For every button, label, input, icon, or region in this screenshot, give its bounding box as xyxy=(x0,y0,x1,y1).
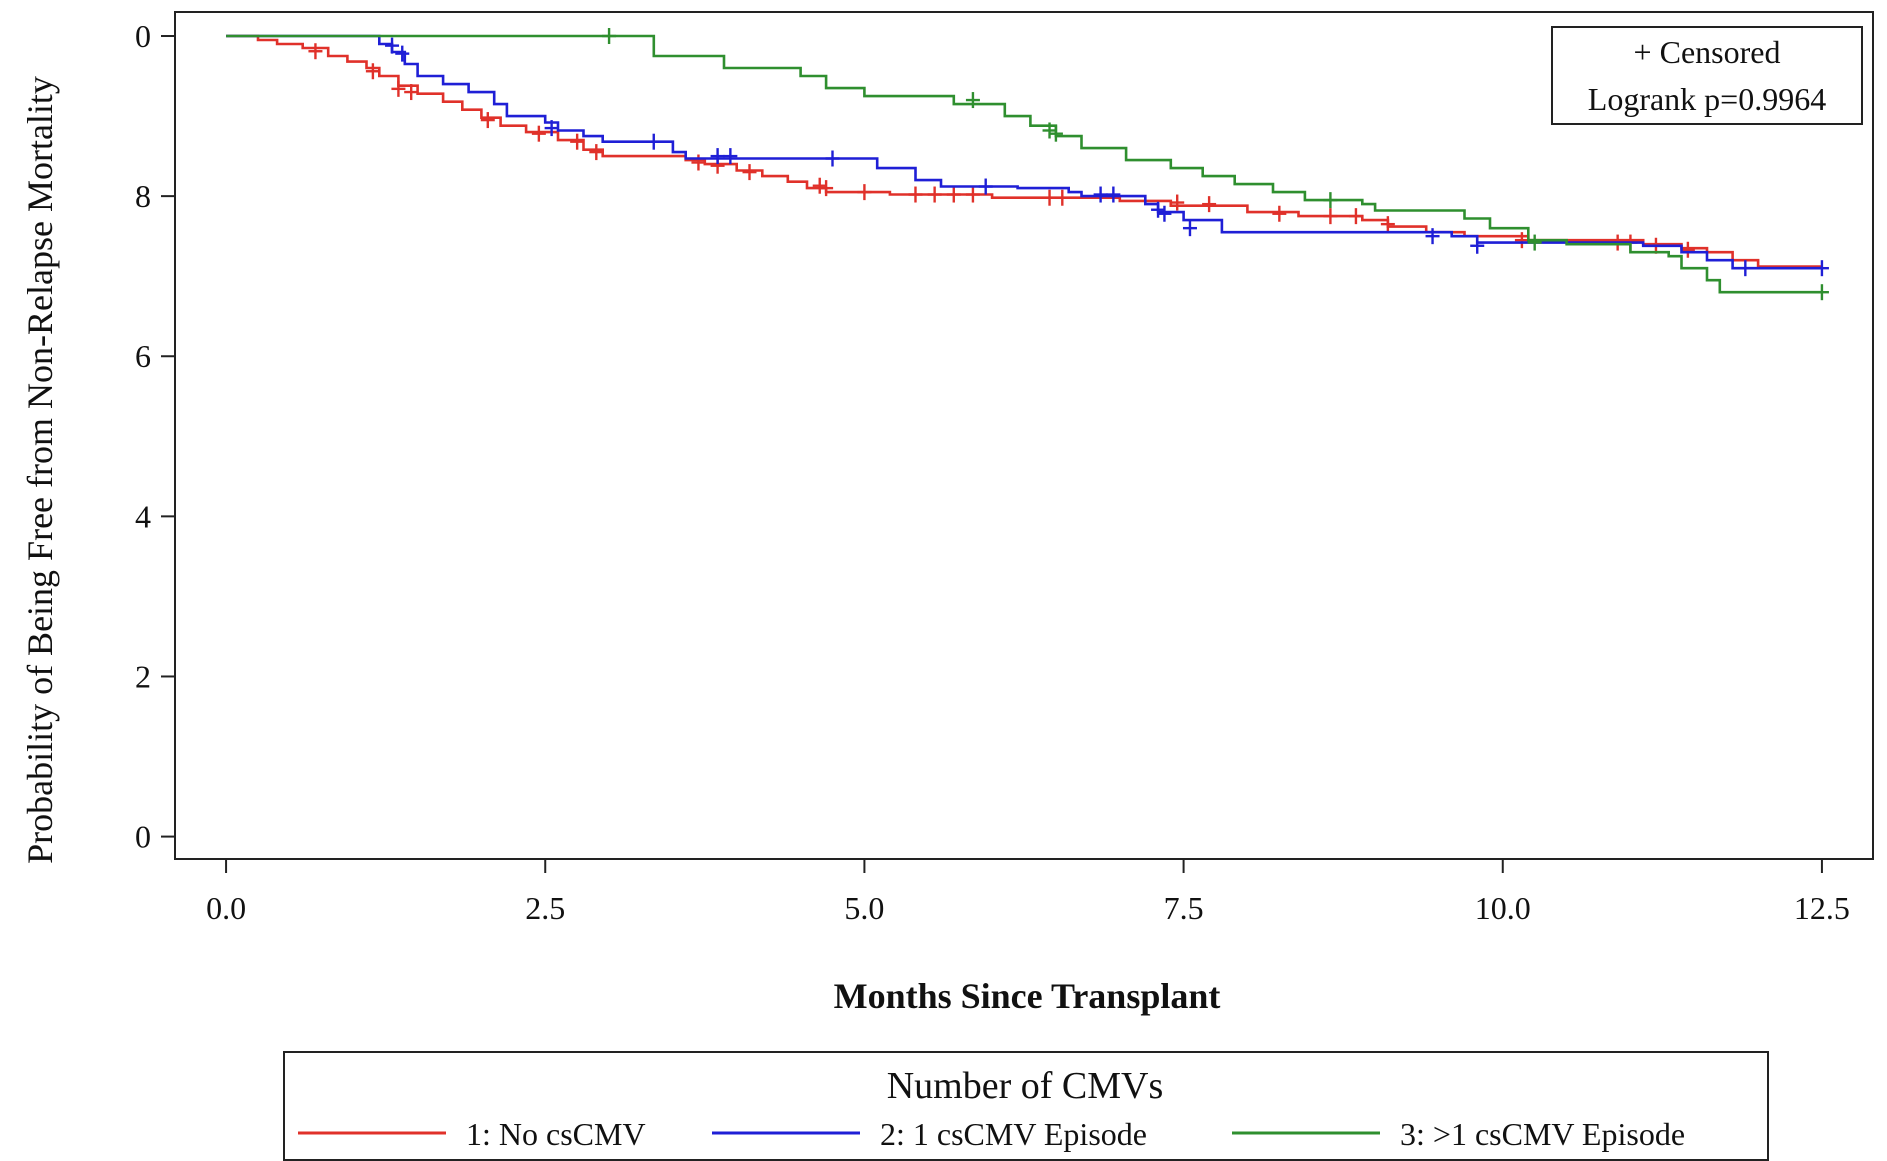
censor-mark xyxy=(1680,241,1695,258)
censor-mark xyxy=(1425,228,1440,245)
censor-mark xyxy=(395,45,410,62)
censor-mark xyxy=(1323,208,1338,225)
censor-mark xyxy=(819,180,834,197)
x-tick-label: 0.0 xyxy=(206,890,246,926)
censor-mark xyxy=(531,125,546,142)
legend-label-1-cscmv-episode: 2: 1 csCMV Episode xyxy=(880,1116,1147,1152)
censor-mark xyxy=(365,63,380,80)
series-line-3 xyxy=(226,34,1822,294)
y-tick-label: 4 xyxy=(135,498,151,534)
censor-mark xyxy=(1042,122,1057,139)
censor-mark xyxy=(308,43,323,60)
censor-mark xyxy=(646,133,661,150)
censor-mark xyxy=(825,150,840,167)
censor-mark xyxy=(857,184,872,201)
x-axis: 0.0 2.5 5.0 7.5 10.0 12.5 xyxy=(206,859,1850,926)
y-tick-label: 0 xyxy=(135,18,151,54)
legend-label-gt1-cscmv-episode: 3: >1 csCMV Episode xyxy=(1400,1116,1685,1152)
censor-mark xyxy=(946,186,961,203)
censor-mark xyxy=(1093,186,1108,203)
censor-mark xyxy=(589,144,604,161)
censor-mark xyxy=(480,112,495,129)
series-line-2 xyxy=(226,34,1822,270)
x-tick-label: 7.5 xyxy=(1164,890,1204,926)
censor-mark xyxy=(710,148,725,165)
censor-mark xyxy=(812,177,827,194)
x-axis-title: Months Since Transplant xyxy=(834,976,1221,1016)
inset-frame xyxy=(1551,26,1863,125)
censor-mark xyxy=(570,133,585,150)
censor-mark xyxy=(1323,192,1338,209)
censor-mark xyxy=(1514,232,1529,249)
y-tick-label: 2 xyxy=(135,658,151,694)
censor-mark xyxy=(908,186,923,203)
x-tick-label: 10.0 xyxy=(1475,890,1531,926)
censor-mark xyxy=(965,186,980,203)
censor-mark xyxy=(691,154,706,171)
censor-mark xyxy=(1380,216,1395,233)
censor-mark xyxy=(927,186,942,203)
censored-note: + Censored xyxy=(1634,34,1781,70)
x-tick-label: 2.5 xyxy=(525,890,565,926)
legend-title: Number of CMVs xyxy=(887,1065,1164,1107)
series-layer xyxy=(226,28,1829,301)
plot-area-frame xyxy=(174,11,1874,860)
censor-mark xyxy=(742,164,757,181)
censor-mark xyxy=(1814,284,1829,301)
censor-mark xyxy=(544,120,559,137)
inset-box: + Censored Logrank p=0.9964 xyxy=(1551,26,1863,125)
legend-label-no-cscmv: 1: No csCMV xyxy=(466,1116,646,1152)
censor-mark xyxy=(1048,125,1063,142)
censor-mark xyxy=(1738,260,1753,277)
censor-mark xyxy=(602,28,617,45)
y-tick-label: 0 xyxy=(135,819,151,855)
censor-mark xyxy=(1182,220,1197,237)
x-tick-label: 5.0 xyxy=(844,890,884,926)
censor-mark xyxy=(404,84,419,101)
censor-mark xyxy=(978,178,993,195)
legend-frame xyxy=(283,1051,1769,1161)
censor-mark xyxy=(1348,208,1363,225)
censor-mark xyxy=(1170,194,1185,211)
logrank-note: Logrank p=0.9964 xyxy=(1588,81,1826,117)
censor-mark xyxy=(965,92,980,109)
x-tick-label: 12.5 xyxy=(1794,890,1850,926)
censor-mark xyxy=(1527,234,1542,251)
y-axis-title: Probability of Being Free from Non-Relap… xyxy=(20,76,60,864)
censor-mark xyxy=(1106,186,1121,203)
y-axis: 0 2 4 6 8 0 xyxy=(135,18,175,855)
censor-mark xyxy=(1470,237,1485,254)
censor-mark xyxy=(385,37,400,54)
censor-mark xyxy=(1157,205,1172,222)
censor-mark xyxy=(1814,260,1829,277)
legend: Number of CMVs 1: No csCMV 2: 1 csCMV Ep… xyxy=(283,1051,1769,1161)
censor-mark xyxy=(391,80,406,97)
censor-mark xyxy=(1042,189,1057,206)
y-tick-label: 8 xyxy=(135,178,151,214)
censor-mark xyxy=(723,148,738,165)
censor-mark xyxy=(1202,196,1217,213)
censor-mark xyxy=(1055,189,1070,206)
censor-mark xyxy=(1272,205,1287,222)
censor-mark xyxy=(1151,201,1166,218)
y-tick-label: 6 xyxy=(135,338,151,374)
